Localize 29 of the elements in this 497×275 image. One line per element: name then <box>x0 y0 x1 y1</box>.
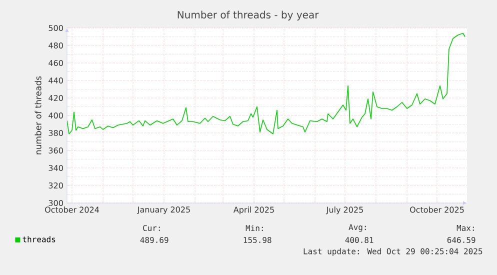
text: Last update: Wed Oct 29 00:25:04 2025 <box>304 248 482 256</box>
y-tick-label: 440 <box>48 77 63 84</box>
y-tick-label: 300 <box>48 200 63 206</box>
y-tick-label: 380 <box>48 130 63 136</box>
y-tick-label: 340 <box>48 164 63 172</box>
y-tick-label: 480 <box>48 42 63 49</box>
y-tick-label: 360 <box>48 147 63 154</box>
x-tick-label: April 2025 <box>233 206 274 214</box>
text: Min: <box>246 224 263 232</box>
y-tick-label: 460 <box>48 60 63 66</box>
text: Cur: <box>143 224 160 232</box>
y-axis-title: number of threads <box>34 76 42 154</box>
text: 489.69 <box>140 236 168 244</box>
chart-title: Number of threads - by year <box>178 10 319 20</box>
x-tick-label: July 2025 <box>326 206 363 214</box>
y-tick-label: 400 <box>48 112 63 119</box>
text: Max: <box>456 225 474 231</box>
text: 646.59 <box>447 236 476 244</box>
x-tick-label: October 2024 <box>45 206 100 213</box>
x-tick-label: January 2025 <box>136 206 190 214</box>
line-series <box>67 32 466 134</box>
legend-label: threads <box>22 236 56 242</box>
y-tick-label: 500 <box>48 24 63 32</box>
text: 155.98 <box>244 236 272 244</box>
text: Avg: <box>348 224 366 232</box>
y-tick-label: 320 <box>48 182 63 189</box>
text: 400.81 <box>345 236 374 244</box>
y-tick-label: 420 <box>48 94 63 102</box>
x-tick-label: October 2025 <box>410 206 464 213</box>
